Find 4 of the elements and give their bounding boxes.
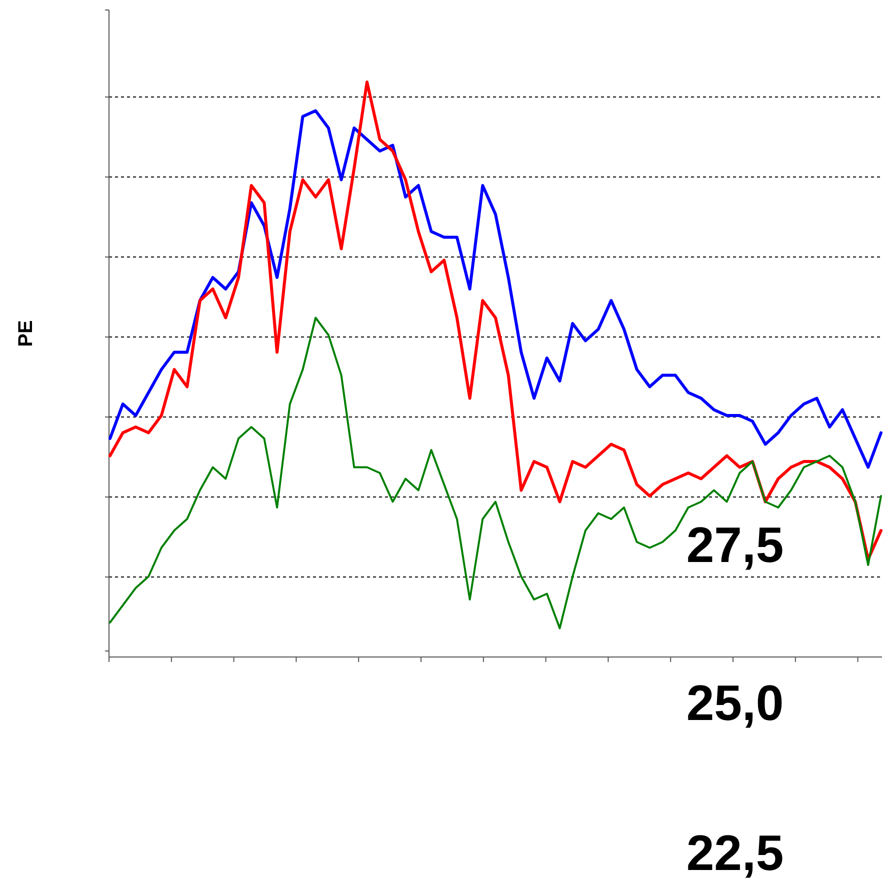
annotation: 27,5: [686, 517, 784, 573]
text: 22,5: [686, 825, 784, 881]
text: 25,0: [686, 675, 784, 731]
y-axis-title: PE: [15, 320, 37, 347]
